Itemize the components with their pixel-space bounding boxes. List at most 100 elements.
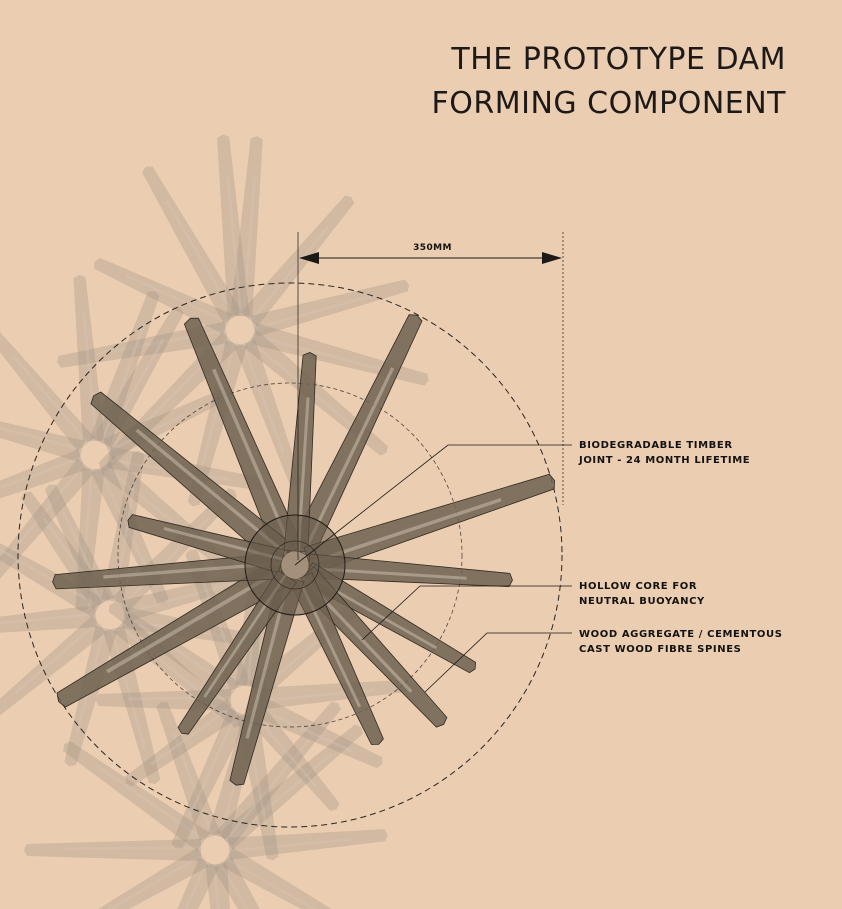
ghost-2-spike-9: [0, 605, 97, 633]
leader-wood-aggregate: [424, 632, 572, 693]
ghost-2-spike-10: [0, 543, 104, 618]
ghost-4-spike-6-highlight: [188, 711, 239, 817]
ghost-1-spike-9: [0, 332, 95, 452]
ghost-1-spike-5-highlight: [81, 468, 93, 579]
annotation-wood-aggregate-line-2: CAST WOOD FIBRE SPINES: [579, 644, 742, 655]
ghost-2-spike-10-highlight: [0, 548, 100, 608]
ghost-4-spike-10-highlight: [201, 580, 244, 687]
ghost-3-spike-7-highlight: [64, 846, 202, 851]
ghost-0-spike-8: [57, 321, 229, 368]
ghost-2-spike-5-highlight: [118, 624, 214, 704]
outer-dashed-circle: [17, 282, 563, 828]
annotation-hollow-core: HOLLOW CORE FOR NEUTRAL BUOYANCY: [579, 579, 705, 609]
ghost-3-spike-5: [177, 858, 220, 909]
ghost-0-spike-11-highlight: [226, 175, 243, 317]
inner-dashed-circle: [117, 382, 463, 728]
annotation-hollow-core-line-1: HOLLOW CORE FOR: [579, 581, 698, 592]
ghost-1-spike-1-highlight: [107, 405, 203, 453]
annotation-timber-joint: BIODEGRADABLE TIMBER JOINT - 24 MONTH LI…: [579, 438, 750, 468]
dimension-marker: [297, 232, 564, 560]
ghost-2-spike-6-highlight: [110, 628, 146, 749]
annotation-wood-aggregate-line-1: WOOD AGGREGATE / CEMENTOUS: [579, 629, 783, 640]
ghost-4-spike-3-highlight: [256, 706, 353, 753]
ghost-1-spike-10-highlight: [82, 312, 98, 442]
ghost-4-spike-7: [125, 699, 240, 787]
ghost-1-spike-6: [0, 458, 95, 579]
ghost-3-spike-9-highlight: [172, 732, 214, 837]
hub-inner-circle: [270, 540, 320, 590]
ghost-0-spike-2-highlight: [253, 294, 374, 330]
ghost-0-spike-11: [217, 134, 250, 317]
annotation-leaders: [294, 444, 572, 693]
leader-hollow-core: [361, 585, 572, 641]
ghost-3-spike-3-highlight: [218, 862, 249, 909]
title-line-2: FORMING COMPONENT: [431, 86, 786, 121]
ghost-4-spike-2: [258, 679, 411, 710]
dimension-arrow-left: [299, 252, 319, 264]
ghost-0-spike-3-highlight: [252, 334, 389, 373]
ghost-0-spike-0: [230, 136, 263, 317]
ghost-4-spike-3: [253, 695, 383, 769]
ghost-3-spike-4: [205, 863, 230, 909]
ghost-3-spike-0-highlight: [226, 753, 332, 844]
ghost-2-spike-8-highlight: [14, 621, 99, 694]
ghost-0-spike-6: [187, 340, 247, 507]
ghost-2-spike-9-highlight: [0, 612, 97, 625]
ghost-component-3: [24, 675, 388, 909]
annotation-timber-joint-line-1: BIODEGRADABLE TIMBER: [579, 440, 733, 451]
ghost-1-spike-0-highlight: [102, 338, 165, 445]
ghost-3-spike-8-highlight: [96, 764, 206, 842]
ghost-4-spike-7-highlight: [150, 705, 234, 766]
dimension-label: 350MM: [413, 243, 452, 253]
ghost-3-spike-1: [228, 829, 388, 860]
ghost-0-spike-2: [250, 279, 410, 337]
ghost-1-spike-9-highlight: [11, 354, 89, 444]
ghost-3-spike-1-highlight: [228, 837, 352, 853]
ghost-2-spike-3-highlight: [123, 581, 235, 615]
ghost-1-spike-7: [0, 449, 86, 499]
ghost-0-spike-0-highlight: [242, 177, 256, 317]
annotation-wood-aggregate: WOOD AGGREGATE / CEMENTOUS CAST WOOD FIB…: [579, 627, 783, 657]
ghost-1-spike-11-highlight: [100, 326, 145, 444]
ghost-4-spike-4: [245, 703, 340, 811]
annotation-hollow-core-line-2: NEUTRAL BUOYANCY: [579, 596, 705, 607]
ghost-0-spike-1: [240, 195, 355, 327]
ghost-0-spike-9-highlight: [125, 274, 229, 324]
ghost-3-spike-8: [63, 741, 210, 851]
ghost-3-spike-9: [156, 701, 221, 841]
ghost-1-spike-4-highlight: [97, 467, 150, 573]
ghost-1-spike-6-highlight: [2, 463, 86, 563]
ghost-1-spike-7-highlight: [0, 456, 82, 490]
ghost-3-spike-0: [218, 724, 363, 850]
ghost-2-spike-11-highlight: [42, 517, 105, 604]
ghost-3-spike-4-highlight: [212, 863, 220, 909]
ghost-3-spike-6-highlight: [107, 853, 203, 909]
ghost-1-spike-8-highlight: [0, 426, 83, 451]
ghost-3-spike-6: [98, 847, 209, 909]
leader-timber-joint: [294, 444, 572, 566]
ghost-4-spike-8-highlight: [127, 696, 232, 701]
ghost-0-spike-5: [234, 339, 302, 486]
guide-circles: [17, 282, 563, 828]
ghost-3-spike-2-highlight: [225, 857, 318, 909]
ghost-3-spike-5-highlight: [184, 861, 209, 909]
ghost-1-spike-8: [0, 421, 85, 462]
background-ghost-components: [0, 134, 429, 909]
ghost-0-spike-4: [243, 330, 388, 456]
dimension-arrow-right: [542, 252, 562, 264]
ghost-0-spike-10: [142, 166, 243, 324]
title-line-1: THE PROTOTYPE DAM: [451, 42, 786, 77]
ghost-0-spike-10-highlight: [165, 200, 237, 318]
ghost-3-spike-11-highlight: [224, 734, 315, 842]
ghost-2-spike-1: [101, 450, 145, 604]
annotation-timber-joint-line-2: JOINT - 24 MONTH LIFETIME: [579, 455, 751, 466]
ghost-2-spike-8: [0, 615, 107, 716]
ghost-0-spike-1-highlight: [249, 225, 330, 322]
ghost-3-spike-11: [215, 701, 341, 847]
ghost-3-spike-2: [221, 847, 332, 909]
page-title: THE PROTOTYPE DAM FORMING COMPONENT: [432, 38, 786, 126]
ghost-0-spike-5-highlight: [241, 343, 285, 453]
ghost-4-spike-9: [108, 601, 240, 701]
ghost-2-spike-7: [64, 625, 117, 767]
